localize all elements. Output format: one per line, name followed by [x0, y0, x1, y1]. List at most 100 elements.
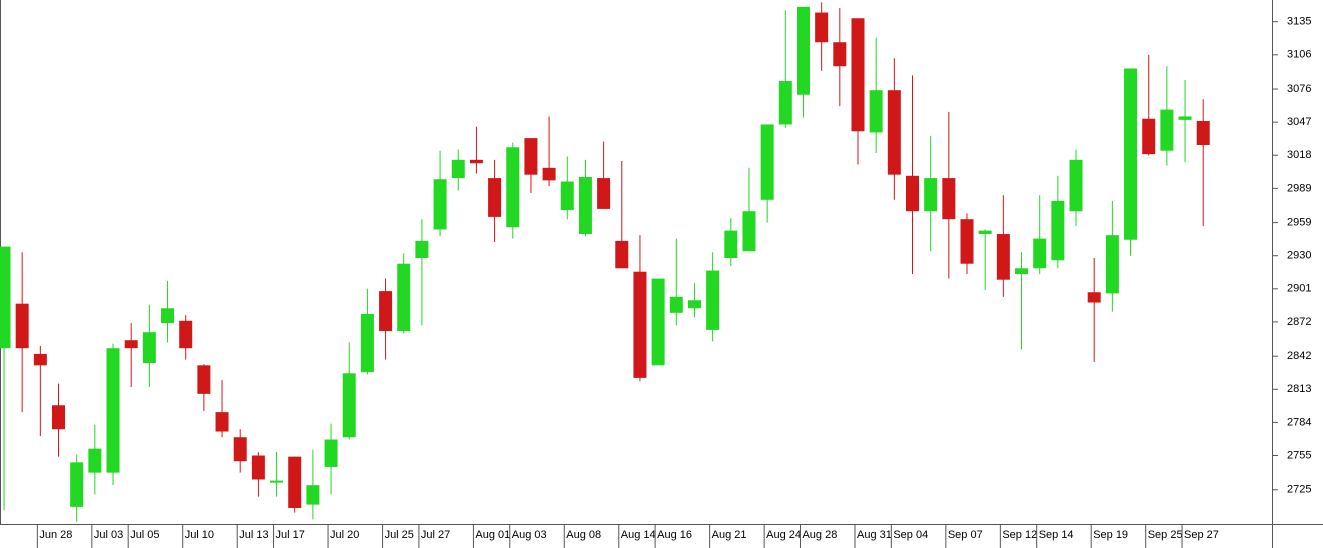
candle-body — [796, 6, 810, 95]
candle-body — [996, 234, 1010, 280]
y-tick-label: 3076 — [1287, 83, 1311, 95]
candle-body — [1105, 235, 1119, 294]
y-tick-label: 2784 — [1287, 416, 1311, 428]
y-tick-label: 2842 — [1287, 350, 1311, 362]
x-tick-label: Jul 17 — [276, 529, 305, 541]
candle-body — [615, 240, 629, 269]
candle-body — [724, 230, 738, 259]
y-tick-label: 3106 — [1287, 49, 1311, 61]
candle-body — [1142, 118, 1156, 155]
candle-body — [451, 159, 465, 179]
y-tick-label: 2813 — [1287, 383, 1311, 395]
candle-body — [415, 240, 429, 259]
x-tick-label: Sep 12 — [1002, 529, 1037, 541]
x-tick-label: Aug 24 — [766, 529, 801, 541]
x-tick-label: Aug 21 — [712, 529, 747, 541]
candle-body — [179, 320, 193, 349]
candle-body — [1087, 292, 1101, 303]
x-tick-label: Sep 07 — [948, 529, 983, 541]
x-tick-label: Jul 05 — [130, 529, 159, 541]
x-tick-label: Sep 25 — [1148, 529, 1183, 541]
candle-body — [433, 179, 447, 230]
candle-body — [306, 485, 320, 505]
candle-body — [833, 42, 847, 67]
candle-body — [342, 373, 356, 438]
candle-body — [651, 278, 665, 366]
candle-body — [288, 456, 302, 509]
candle-body — [1051, 200, 1065, 261]
candle-body — [706, 270, 720, 330]
candle-body — [88, 448, 102, 473]
candle-body — [397, 263, 411, 332]
y-tick-label: 2872 — [1287, 316, 1311, 328]
candle-body — [324, 439, 338, 467]
y-tick-label: 3135 — [1287, 16, 1311, 28]
candle-body — [924, 178, 938, 212]
y-tick-label: 2959 — [1287, 217, 1311, 229]
y-tick-label: 3018 — [1287, 149, 1311, 161]
candle-body — [0, 246, 11, 349]
x-tick-label: Sep 19 — [1093, 529, 1128, 541]
candle-body — [942, 178, 956, 220]
candle-body — [960, 219, 974, 264]
x-tick-label: Jul 10 — [185, 529, 214, 541]
x-tick-label: Jul 27 — [421, 529, 450, 541]
candle-body — [687, 300, 701, 309]
x-tick-label: Aug 03 — [512, 529, 547, 541]
candle-body — [488, 178, 502, 217]
x-tick-label: Aug 16 — [657, 529, 692, 541]
candle-body — [251, 455, 265, 480]
candle-body — [1124, 68, 1138, 240]
y-tick-label: 2901 — [1287, 283, 1311, 295]
candle-body — [669, 296, 683, 313]
candle-body — [815, 12, 829, 43]
candle-body — [506, 147, 520, 228]
candle-body — [760, 124, 774, 200]
candle-body — [270, 480, 284, 483]
candle-body — [633, 271, 647, 378]
x-tick-label: Sep 14 — [1039, 529, 1074, 541]
x-tick-label: Sep 04 — [893, 529, 928, 541]
candle-body — [906, 175, 919, 212]
candle-body — [52, 405, 66, 430]
candle-body — [1033, 238, 1047, 269]
candle-body — [524, 138, 538, 175]
candle-body — [379, 291, 393, 332]
candle-body — [161, 308, 175, 324]
y-tick-label: 2930 — [1287, 250, 1311, 262]
candle-body — [142, 332, 156, 364]
x-tick-label: Jul 13 — [239, 529, 268, 541]
x-tick-label: Jun 28 — [39, 529, 72, 541]
candle-body — [542, 167, 556, 181]
candle-body — [851, 18, 865, 132]
x-tick-label: Jul 25 — [385, 529, 414, 541]
candle-body — [70, 462, 84, 507]
x-tick-label: Aug 08 — [566, 529, 601, 541]
x-tick-label: Sep 27 — [1184, 529, 1219, 541]
candle-body — [1196, 121, 1210, 145]
y-tick-label: 3047 — [1287, 116, 1311, 128]
y-tick-label: 2989 — [1287, 182, 1311, 194]
x-tick-label: Jul 03 — [94, 529, 123, 541]
candle-body — [742, 211, 756, 252]
x-tick-label: Aug 31 — [857, 529, 892, 541]
candle-body — [887, 90, 901, 175]
candle-body — [560, 181, 574, 211]
candle-body — [469, 159, 483, 164]
candle-body — [360, 313, 374, 373]
candle-body — [215, 412, 229, 432]
candle-body — [1160, 109, 1174, 151]
candle-body — [1015, 268, 1029, 274]
x-tick-label: Aug 14 — [621, 529, 656, 541]
candle-body — [1069, 159, 1083, 212]
candle-body — [597, 178, 611, 209]
candle-body — [15, 303, 29, 349]
candle-body — [869, 90, 883, 133]
y-tick-label: 2755 — [1287, 449, 1311, 461]
x-tick-label: Aug 28 — [802, 529, 837, 541]
x-tick-label: Jul 20 — [330, 529, 359, 541]
y-tick-label: 2725 — [1287, 484, 1311, 496]
candle-body — [1178, 116, 1192, 120]
